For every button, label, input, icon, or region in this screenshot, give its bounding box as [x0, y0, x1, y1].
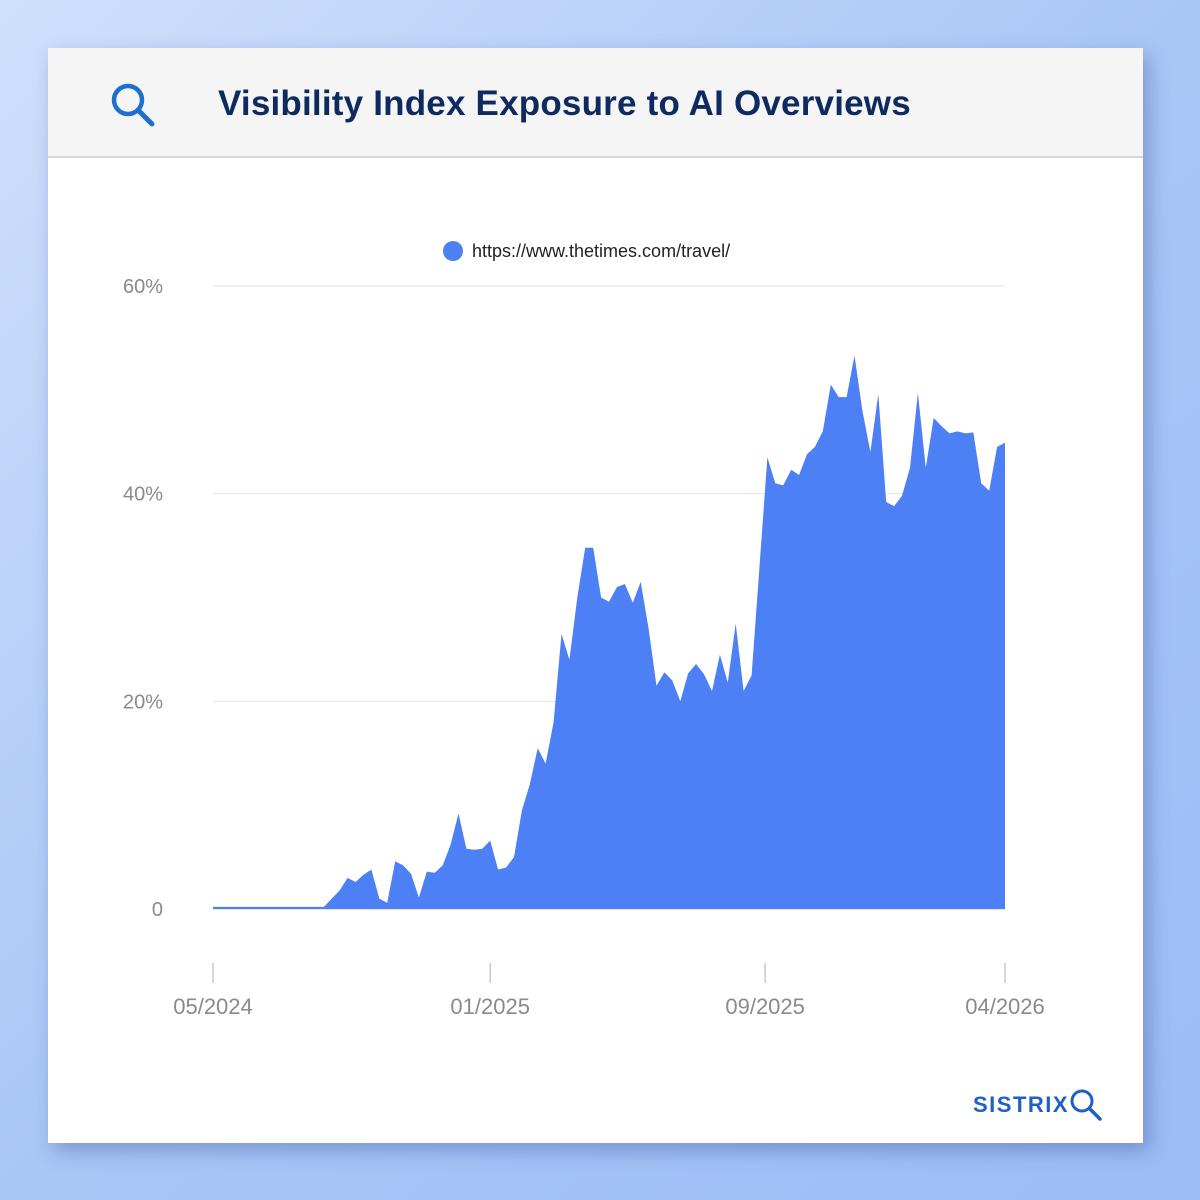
search-icon [1070, 1089, 1102, 1121]
legend-marker [443, 241, 463, 261]
series-area[interactable] [213, 355, 1005, 910]
chart-card: Visibility Index Exposure to AI Overview… [48, 48, 1143, 1143]
y-axis: 0 20% 40% 60% [123, 276, 163, 921]
chart-series-layer [213, 355, 1005, 910]
y-tick-label: 20% [123, 691, 163, 713]
x-tick-label: 05/2024 [173, 994, 253, 1019]
brand-name: SISTRIX [973, 1092, 1070, 1117]
y-tick-label: 40% [123, 484, 163, 506]
x-tick-label: 04/2026 [965, 994, 1045, 1019]
chart-legend[interactable]: https://www.thetimes.com/travel/ [443, 241, 730, 261]
legend-label: https://www.thetimes.com/travel/ [472, 241, 730, 261]
y-tick-label: 60% [123, 276, 163, 298]
area-chart: 020%40%60% 05/2024 01/2025 09/2025 04/2026 … [123, 241, 1045, 1019]
x-tick-label: 09/2025 [725, 994, 805, 1019]
search-icon [111, 83, 155, 127]
x-tick-label: 01/2025 [450, 994, 530, 1019]
x-axis: 05/2024 01/2025 09/2025 04/2026 [173, 963, 1045, 1019]
card-header: Visibility Index Exposure to AI Overview… [48, 48, 1143, 158]
page-title: Visibility Index Exposure to AI Overview… [218, 84, 911, 123]
y-tick-label: 0 [152, 899, 163, 921]
